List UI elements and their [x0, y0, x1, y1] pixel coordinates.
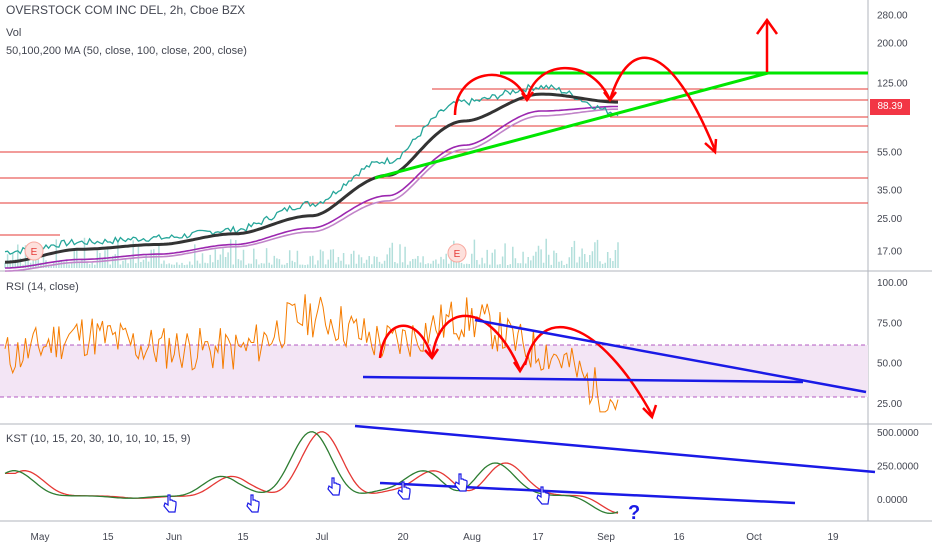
price-axis-label: 17.00: [877, 247, 902, 258]
time-axis-label: Oct: [746, 532, 762, 543]
rsi-label: RSI (14, close): [6, 281, 79, 293]
question-mark-annotation[interactable]: ?: [628, 502, 640, 524]
red-up-arrowhead: [755, 17, 779, 35]
volume-bars: [4, 237, 619, 268]
rsi-axis: 100.00 75.00 50.00 25.00: [877, 278, 908, 410]
rsi-blue-resistance-line[interactable]: [474, 318, 867, 394]
rsi-line[interactable]: [4, 294, 619, 413]
price-axis: 280.00 200.00 125.00 55.00 35.00 25.00 17.00: [877, 10, 908, 257]
hand-pointer-icon[interactable]: [397, 481, 411, 500]
hand-pointer-icon[interactable]: [163, 494, 177, 513]
ma50-line[interactable]: [4, 92, 618, 264]
time-axis-label: 20: [397, 532, 409, 543]
red-arc-1[interactable]: [453, 73, 529, 116]
time-axis-label: 19: [827, 532, 839, 543]
red-arrowhead: [704, 138, 718, 155]
hand-pointer-icon[interactable]: [246, 494, 260, 513]
rsi-axis-label: 25.00: [877, 399, 902, 410]
ma-label: 50,100,200 MA (50, close, 100, close, 20…: [6, 45, 247, 57]
kst-axis-label: 0.0000: [877, 495, 908, 506]
time-axis-label: 16: [673, 532, 685, 543]
last-price-badge: 88.39: [870, 99, 910, 115]
kst-label: KST (10, 15, 20, 30, 10, 10, 10, 15, 9): [6, 433, 191, 445]
time-axis: May 15 Jun 15 Jul 20 Aug 17 Sep 16 Oct 19: [31, 532, 839, 543]
time-axis-label: Jul: [316, 532, 329, 543]
kst-axis: 500.0000 250.0000 0.0000: [877, 428, 919, 506]
hand-pointer-icon[interactable]: [454, 473, 468, 492]
time-axis-label: Sep: [597, 532, 615, 543]
rsi-drawings: [362, 314, 867, 420]
red-arc-3[interactable]: [608, 56, 717, 151]
kst-axis-label: 250.0000: [877, 461, 919, 472]
rsi-red-arrowhead: [642, 404, 658, 420]
time-axis-label: May: [31, 532, 50, 543]
rsi-red-arc-1[interactable]: [378, 324, 434, 359]
rsi-axis-label: 75.00: [877, 318, 902, 329]
kst-blue-resistance-line[interactable]: [354, 424, 876, 474]
rsi-red-arrowhead: [424, 348, 440, 361]
price-axis-label: 200.00: [877, 39, 908, 50]
ma200-line[interactable]: [4, 108, 618, 272]
earnings-marker-label: E: [31, 247, 38, 258]
time-axis-label: 15: [237, 532, 249, 543]
ma100-line[interactable]: [5, 105, 618, 269]
rsi-red-arc-2[interactable]: [430, 314, 522, 371]
red-arrowhead: [520, 91, 534, 103]
rsi-red-arc-3[interactable]: [523, 325, 654, 416]
green-support-trendline[interactable]: [374, 71, 769, 180]
red-arcs: [453, 17, 779, 155]
time-axis-label: Aug: [463, 532, 481, 543]
kst-signal-line[interactable]: [5, 431, 619, 514]
kst-line[interactable]: [4, 431, 619, 515]
time-axis-label: Jun: [166, 532, 182, 543]
price-axis-label: 280.00: [877, 10, 908, 21]
price-axis-label: 125.00: [877, 78, 908, 89]
chart-title: OVERSTOCK COM INC DEL, 2h, Cboe BZX: [6, 3, 246, 17]
rsi-axis-label: 100.00: [877, 278, 908, 289]
kst-axis-label: 500.0000: [877, 428, 919, 439]
price-axis-label: 55.00: [877, 148, 902, 159]
price-line[interactable]: [4, 83, 619, 255]
kst-drawings: [354, 424, 876, 505]
time-axis-label: 15: [102, 532, 114, 543]
hand-pointer-icons: [163, 473, 550, 513]
rsi-blue-support-line[interactable]: [362, 375, 804, 384]
rsi-axis-label: 50.00: [877, 359, 902, 370]
price-axis-label: 25.00: [877, 214, 902, 225]
time-axis-label: 17: [532, 532, 544, 543]
red-arc-2[interactable]: [525, 66, 612, 101]
earnings-marker-label: E: [454, 249, 461, 260]
hand-pointer-icon[interactable]: [536, 486, 550, 505]
earnings-marker[interactable]: E: [447, 243, 467, 263]
kst-blue-support-line[interactable]: [379, 481, 796, 505]
green-trendlines: [374, 71, 868, 180]
price-axis-label: 35.00: [877, 186, 902, 197]
earnings-marker[interactable]: E: [24, 241, 44, 261]
rsi-red-arrowhead: [512, 360, 528, 374]
hand-pointer-icon[interactable]: [327, 477, 341, 496]
red-arrowhead: [603, 91, 617, 103]
volume-label: Vol: [6, 27, 22, 39]
